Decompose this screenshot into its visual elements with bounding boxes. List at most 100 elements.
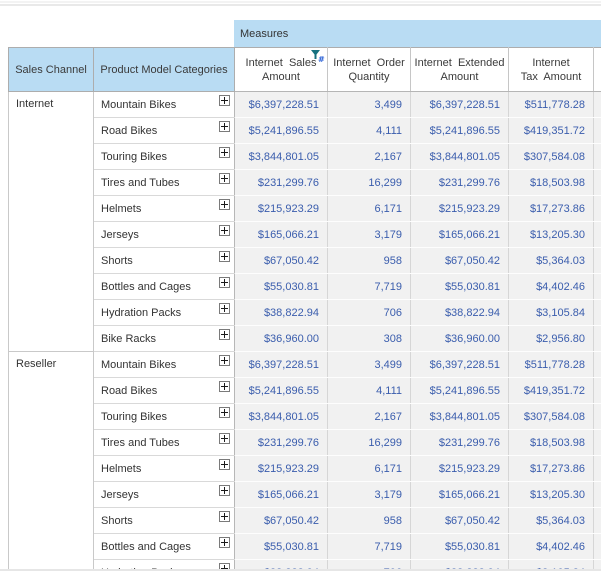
value-cell-sales-amount: $165,066.21 <box>234 481 328 508</box>
value-cell-extended-amount: $3,844,801.05 <box>410 403 509 430</box>
measures-axis-header[interactable]: Measures <box>234 20 601 47</box>
column-header-internet-sales-amount[interactable]: # Internet Sales Amount <box>234 47 328 92</box>
column-header-internet-tax-amount[interactable]: Internet Tax Amount <box>508 47 594 92</box>
header-row: Sales Channel Product Model Categories #… <box>8 47 601 92</box>
value-cell-tax-amount: $4,402.46 <box>508 533 594 560</box>
value-cell-extended-amount: $67,050.42 <box>410 247 509 274</box>
value-cell-order-quantity: 3,499 <box>327 91 411 118</box>
table-row: Tires and Tubes $231,299.76 16,299 $231,299… <box>9 429 601 456</box>
value-cell-order-quantity: 3,179 <box>327 481 411 508</box>
expand-plus-icon[interactable] <box>219 251 230 262</box>
value-cell-sales-amount: $3,844,801.05 <box>234 403 328 430</box>
value-cell-sales-amount: $215,923.29 <box>234 195 328 222</box>
value-cell-extended-amount: $231,299.76 <box>410 169 509 196</box>
expand-plus-icon[interactable] <box>219 95 230 106</box>
column-header-partial <box>593 47 601 92</box>
expand-plus-icon[interactable] <box>219 355 230 366</box>
column-header-internet-extended-amount[interactable]: Internet Extended Amount <box>410 47 509 92</box>
measure-header-label: Internet Tax Amount <box>520 56 582 83</box>
value-cell-order-quantity: 3,499 <box>327 351 411 378</box>
value-cell-sales-amount: $5,241,896.55 <box>234 377 328 404</box>
value-cell-extended-amount: $3,844,801.05 <box>410 143 509 170</box>
expand-plus-icon[interactable] <box>219 277 230 288</box>
product-model-categories-header-label: Product Model Categories <box>100 63 228 76</box>
table-row: Jerseys $165,066.21 3,179 $165,066.21 $13,20… <box>9 481 601 508</box>
value-cell-tax-amount: $13,205.30 <box>508 221 594 248</box>
expand-plus-icon[interactable] <box>219 511 230 522</box>
column-header-internet-order-quantity[interactable]: Internet Order Quantity <box>327 47 411 92</box>
value-cell-extended-amount: $6,397,228.51 <box>410 351 509 378</box>
table-row: Touring Bikes $3,844,801.05 2,167 $3,844,80… <box>9 143 601 170</box>
value-cell-order-quantity: 7,719 <box>327 273 411 300</box>
value-cell-order-quantity: 7,719 <box>327 533 411 560</box>
value-cell-partial <box>593 507 601 534</box>
expand-plus-icon[interactable] <box>219 407 230 418</box>
category-label: Bike Racks <box>101 332 157 345</box>
value-cell-sales-amount: $55,030.81 <box>234 533 328 560</box>
value-cell-sales-amount: $215,923.29 <box>234 455 328 482</box>
measure-header-label: Internet Extended Amount <box>414 56 505 83</box>
category-cell: Mountain Bikes <box>93 351 235 378</box>
table-row: Touring Bikes $3,844,801.05 2,167 $3,844,80… <box>9 403 601 430</box>
category-label: Road Bikes <box>101 124 158 137</box>
value-cell-order-quantity: 16,299 <box>327 429 411 456</box>
value-cell-tax-amount: $3,105.84 <box>508 299 594 326</box>
expand-plus-icon[interactable] <box>219 381 230 392</box>
value-cell-partial <box>593 169 601 196</box>
expand-plus-icon[interactable] <box>219 121 230 132</box>
filter-icon[interactable]: # <box>310 50 325 64</box>
sales-channel-group-reseller[interactable]: Reseller <box>8 351 94 570</box>
value-cell-extended-amount: $38,822.94 <box>410 299 509 326</box>
expand-plus-icon[interactable] <box>219 173 230 184</box>
expand-plus-icon[interactable] <box>219 199 230 210</box>
value-cell-tax-amount: $511,778.28 <box>508 351 594 378</box>
category-cell: Helmets <box>93 195 235 222</box>
value-cell-partial <box>593 91 601 118</box>
table-row: Bottles and Cages $55,030.81 7,719 $55,030.… <box>9 273 601 300</box>
expand-plus-icon[interactable] <box>219 563 230 570</box>
value-cell-tax-amount: $18,503.98 <box>508 429 594 456</box>
expand-plus-icon[interactable] <box>219 537 230 548</box>
category-cell: Touring Bikes <box>93 403 235 430</box>
value-cell-tax-amount: $17,273.86 <box>508 455 594 482</box>
value-cell-order-quantity: 16,299 <box>327 169 411 196</box>
table-row: Helmets $215,923.29 6,171 $215,923.29 $17,27… <box>9 195 601 222</box>
category-cell: Bike Racks <box>93 325 235 352</box>
value-cell-extended-amount: $5,241,896.55 <box>410 117 509 144</box>
category-cell: Jerseys <box>93 481 235 508</box>
value-cell-extended-amount: $55,030.81 <box>410 533 509 560</box>
value-cell-tax-amount: $307,584.08 <box>508 403 594 430</box>
value-cell-tax-amount: $3,105.84 <box>508 559 594 570</box>
value-cell-tax-amount: $419,351.72 <box>508 117 594 144</box>
category-label: Mountain Bikes <box>101 358 177 371</box>
value-cell-extended-amount: $165,066.21 <box>410 481 509 508</box>
value-cell-order-quantity: 6,171 <box>327 455 411 482</box>
expand-plus-icon[interactable] <box>219 329 230 340</box>
expand-plus-icon[interactable] <box>219 459 230 470</box>
value-cell-extended-amount: $215,923.29 <box>410 195 509 222</box>
value-cell-partial <box>593 143 601 170</box>
table-row: Shorts $67,050.42 958 $67,050.42 $5,364.03 <box>9 247 601 274</box>
column-header-product-model-categories[interactable]: Product Model Categories <box>93 47 235 92</box>
value-cell-extended-amount: $36,960.00 <box>410 325 509 352</box>
value-cell-order-quantity: 2,167 <box>327 143 411 170</box>
expand-plus-icon[interactable] <box>219 433 230 444</box>
column-header-sales-channel[interactable]: Sales Channel <box>8 47 94 92</box>
category-cell: Tires and Tubes <box>93 429 235 456</box>
value-cell-tax-amount: $2,956.80 <box>508 325 594 352</box>
expand-plus-icon[interactable] <box>219 485 230 496</box>
category-label: Bottles and Cages <box>101 540 191 553</box>
category-cell: Bottles and Cages <box>93 273 235 300</box>
expand-plus-icon[interactable] <box>219 303 230 314</box>
value-cell-partial <box>593 377 601 404</box>
value-cell-sales-amount: $6,397,228.51 <box>234 351 328 378</box>
table-row: Jerseys $165,066.21 3,179 $165,066.21 $13,20… <box>9 221 601 248</box>
expand-plus-icon[interactable] <box>219 147 230 158</box>
value-cell-extended-amount: $231,299.76 <box>410 429 509 456</box>
value-cell-partial <box>593 299 601 326</box>
measure-header-label: Internet Sales Amount <box>245 56 317 83</box>
sales-channel-group-internet[interactable]: Internet <box>8 91 94 352</box>
expand-plus-icon[interactable] <box>219 225 230 236</box>
category-cell: Road Bikes <box>93 377 235 404</box>
value-cell-partial <box>593 325 601 352</box>
